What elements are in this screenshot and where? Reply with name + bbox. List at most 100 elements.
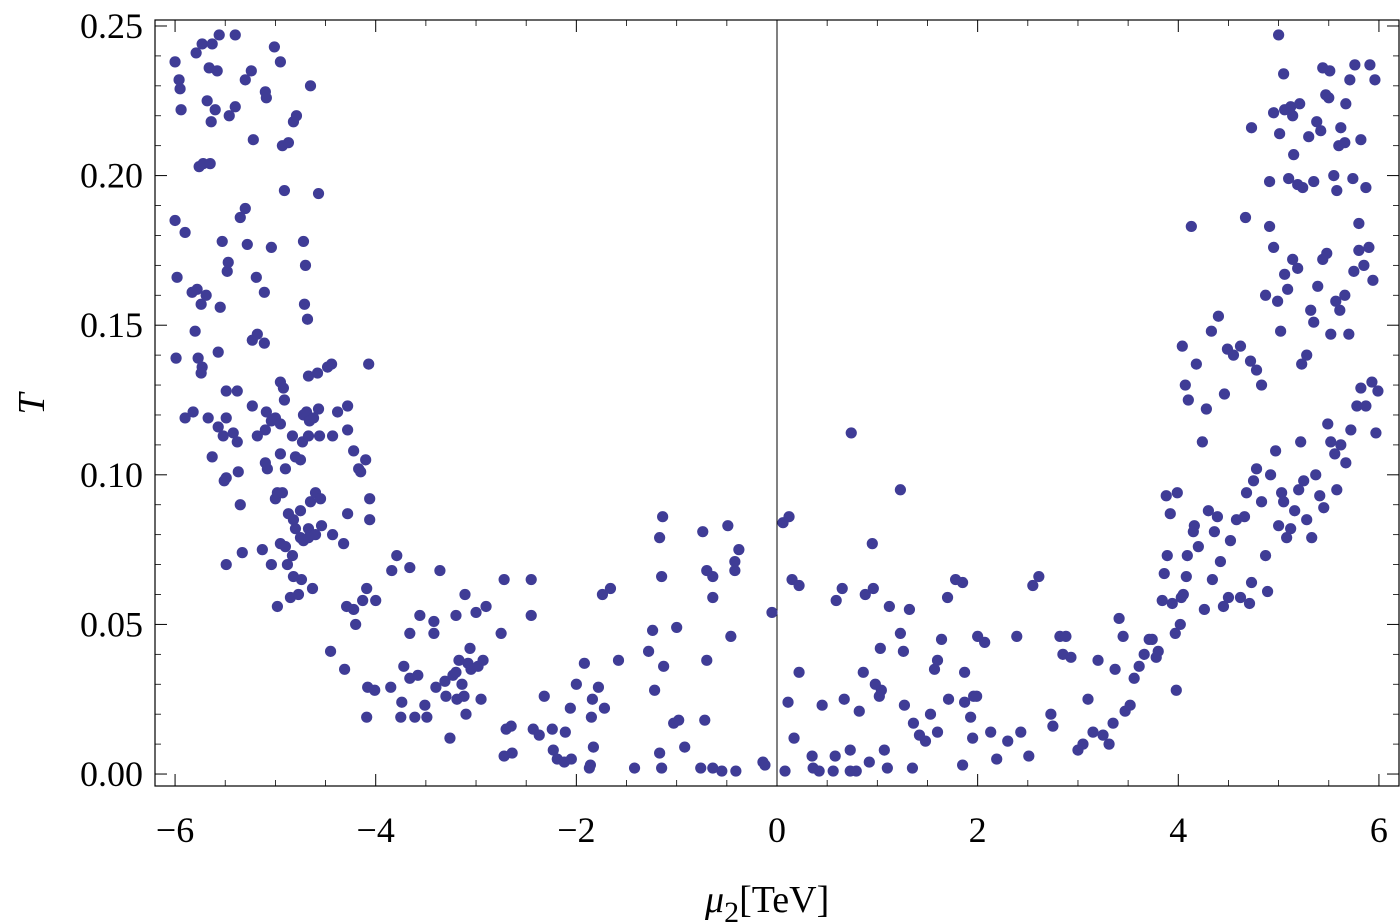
- data-point: [533, 729, 545, 741]
- data-point: [991, 753, 1003, 765]
- data-point: [1335, 439, 1347, 451]
- data-point: [239, 74, 251, 86]
- data-point: [707, 762, 719, 774]
- data-point: [1117, 630, 1129, 642]
- data-point: [1358, 259, 1370, 271]
- data-point: [204, 158, 216, 170]
- data-point: [1294, 98, 1306, 110]
- data-point: [793, 666, 805, 678]
- data-point: [1002, 735, 1014, 747]
- y-tick-label: 0.20: [80, 156, 143, 196]
- data-point: [304, 80, 317, 92]
- data-point: [830, 594, 842, 607]
- data-point: [836, 582, 848, 595]
- data-point: [279, 541, 292, 553]
- data-point: [1185, 220, 1197, 233]
- data-point: [1267, 107, 1280, 119]
- data-point: [250, 271, 262, 283]
- data-point: [730, 765, 742, 777]
- data-point: [1363, 241, 1375, 254]
- data-point: [707, 570, 719, 583]
- data-point: [829, 750, 841, 762]
- data-point: [1045, 708, 1057, 720]
- data-point: [1092, 654, 1104, 666]
- data-point: [231, 436, 243, 448]
- data-point: [716, 765, 728, 777]
- data-point: [1295, 436, 1307, 448]
- y-axis-label: T: [11, 391, 53, 415]
- data-point: [965, 711, 977, 723]
- data-point: [874, 642, 886, 654]
- data-point: [1292, 262, 1304, 274]
- data-point: [1234, 340, 1247, 352]
- data-point: [205, 116, 217, 128]
- data-point: [525, 573, 537, 586]
- data-point: [1281, 532, 1293, 544]
- data-point: [218, 475, 230, 487]
- data-point: [294, 454, 307, 466]
- data-point: [587, 741, 600, 753]
- data-point: [281, 558, 294, 571]
- data-point: [1208, 526, 1221, 538]
- data-point: [967, 732, 979, 744]
- data-point: [898, 699, 911, 711]
- data-point: [1190, 358, 1202, 370]
- data-point: [788, 732, 800, 744]
- data-point: [1331, 184, 1343, 197]
- data-point: [845, 427, 857, 439]
- data-point: [733, 544, 745, 556]
- data-point: [174, 83, 186, 95]
- data-point: [458, 690, 470, 702]
- data-point: [307, 412, 320, 424]
- data-point: [538, 690, 550, 702]
- data-point: [369, 684, 381, 696]
- data-point: [195, 367, 207, 379]
- data-point: [547, 744, 559, 756]
- data-point: [1156, 594, 1168, 607]
- data-point: [325, 358, 338, 370]
- data-point: [1082, 693, 1094, 705]
- data-point: [271, 600, 283, 613]
- data-point: [396, 696, 408, 708]
- data-point: [419, 699, 431, 711]
- data-point: [1247, 475, 1260, 487]
- data-point: [495, 627, 507, 639]
- data-point: [1176, 340, 1188, 352]
- data-point: [245, 65, 257, 77]
- data-point: [1369, 74, 1381, 86]
- x-tick-label: 4: [1169, 810, 1187, 850]
- data-point: [844, 744, 856, 756]
- data-point: [1245, 122, 1258, 134]
- data-point: [348, 445, 360, 457]
- data-point: [931, 654, 944, 666]
- data-point: [276, 487, 289, 499]
- data-point: [348, 603, 360, 616]
- data-point: [386, 564, 398, 577]
- data-point: [292, 588, 305, 601]
- data-point: [202, 412, 214, 424]
- data-point: [1255, 379, 1268, 391]
- data-point: [274, 448, 287, 460]
- data-point: [583, 762, 595, 774]
- data-point: [766, 606, 778, 619]
- data-point: [314, 493, 327, 505]
- data-point: [223, 110, 235, 122]
- data-point: [1322, 418, 1334, 430]
- data-point: [1103, 738, 1115, 750]
- data-point: [564, 702, 576, 714]
- data-point: [212, 421, 224, 433]
- data-point: [1023, 750, 1035, 762]
- data-point: [220, 412, 232, 424]
- data-point: [315, 520, 328, 532]
- data-point: [361, 711, 373, 723]
- data-point: [642, 645, 655, 657]
- data-point: [1206, 573, 1218, 586]
- data-point: [1340, 98, 1352, 110]
- data-point: [450, 666, 462, 678]
- data-point: [701, 654, 713, 666]
- data-point: [1288, 149, 1300, 161]
- x-tick-label: −4: [357, 810, 395, 850]
- data-point: [169, 214, 181, 227]
- data-point: [1301, 514, 1313, 526]
